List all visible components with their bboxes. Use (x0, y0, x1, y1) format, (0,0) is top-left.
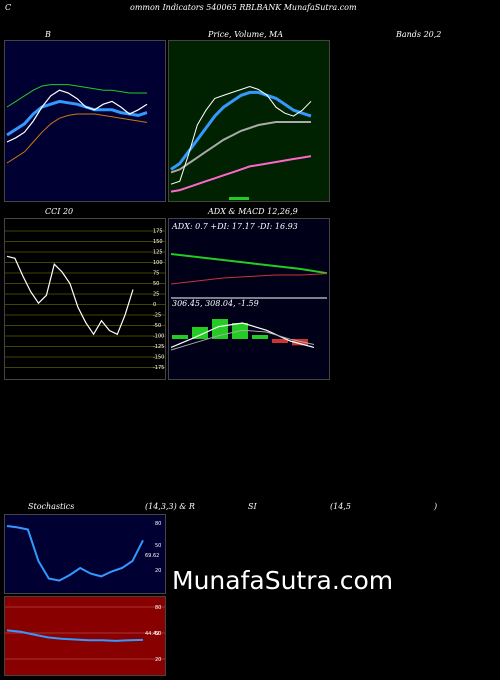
macd-histogram-bar (192, 327, 208, 339)
cci-tick-label: 0 (153, 302, 156, 308)
price-chart (170, 85, 312, 200)
bb-title-right: Bands 20,2 (396, 30, 442, 39)
macd-histogram-bar (292, 339, 308, 346)
price-panel (168, 40, 330, 202)
cci-tick-label: 150 (153, 239, 163, 245)
stoch-line (6, 525, 144, 582)
price-line (170, 85, 312, 185)
rsi-tick-label: 80 (155, 605, 161, 611)
cci-tick-label: 175 (153, 229, 163, 235)
rsi-tick-label: 50 (155, 631, 161, 637)
macd-histogram-bar (172, 335, 188, 339)
cci-tick-label: -25 (153, 313, 161, 319)
ma-longest (170, 155, 312, 193)
price-title: Price, Volume, MA (208, 30, 284, 39)
rsi-line (6, 629, 144, 642)
bollinger-chart (6, 84, 148, 164)
cci-tick-label: -175 (153, 365, 164, 371)
header-title: ommon Indicators 540065 RBLBANK MunafaSu… (130, 3, 357, 12)
rsi-param-close: ) (434, 502, 438, 511)
rsi-param: (14,5 (330, 502, 351, 511)
stoch-tick-label: 20 (155, 568, 161, 574)
bb-title: B (45, 30, 51, 39)
rsi-title: SI (248, 502, 257, 511)
cci-tick-label: -150 (153, 355, 164, 361)
cci-title: CCI 20 (45, 207, 74, 216)
ma-long (170, 121, 311, 174)
cci-tick-label: 25 (153, 292, 159, 298)
cci-tick-label: 75 (153, 271, 159, 277)
stoch-value-label: 69.62 (145, 553, 159, 559)
stochastics-chart: 80 50 20 69.62 (6, 521, 161, 582)
cci-tick-label: 100 (153, 260, 163, 266)
cci-panel: 175 150 125 100 75 50 25 0 -25 -50 -100 -125 -150 -17… (4, 218, 166, 380)
cci-tick-label: -125 (153, 344, 164, 350)
rsi-chart: 80 50 20 44.42 (5, 605, 165, 663)
rsi-panel: 80 50 20 44.42 (4, 596, 166, 676)
bb-upper-band (6, 84, 147, 108)
bb-price (6, 89, 148, 143)
cci-line (6, 255, 134, 336)
cci-chart: 175 150 125 100 75 50 25 0 -25 -50 -100 -125 -150 -17… (5, 229, 165, 371)
adx-macd-chart (170, 253, 328, 351)
watermark: MunafaSutra.com (172, 566, 394, 595)
cci-tick-label: -50 (153, 323, 161, 329)
bollinger-panel (4, 40, 166, 202)
stoch-tick-label: 50 (155, 543, 161, 549)
bb-middle-band (6, 99, 148, 137)
macd-readout: 306.45, 308.04, -1.59 (172, 299, 259, 308)
cci-tick-label: 50 (153, 281, 159, 287)
stoch-title-left: Stochastics (28, 502, 75, 511)
plus-di-line (170, 253, 328, 275)
volume-bar (229, 197, 249, 200)
adx-title: ADX & MACD 12,26,9 (208, 207, 298, 216)
bb-lower-band (6, 113, 148, 164)
minus-di-line (170, 273, 328, 285)
ma-short (170, 90, 312, 171)
macd-signal-line (170, 329, 315, 351)
rsi-tick-label: 20 (155, 657, 161, 663)
adx-readout: ADX: 0.7 +DI: 17.17 -DI: 16.93 (172, 222, 298, 231)
stoch-tick-label: 80 (155, 521, 161, 527)
cci-tick-label: -100 (153, 334, 164, 340)
macd-line (170, 322, 315, 348)
rsi-value-label: 44.42 (145, 631, 159, 637)
macd-histogram-bar (252, 335, 268, 339)
adx-macd-panel: ADX: 0.7 +DI: 17.17 -DI: 16.93 306.45, 3… (168, 218, 330, 380)
stoch-panel: 80 50 20 69.62 (4, 514, 166, 594)
header-title-left: C (5, 3, 12, 12)
stoch-title-mid: (14,3,3) & R (145, 502, 195, 511)
cci-tick-label: 125 (153, 250, 163, 256)
macd-histogram-bar (272, 339, 288, 343)
